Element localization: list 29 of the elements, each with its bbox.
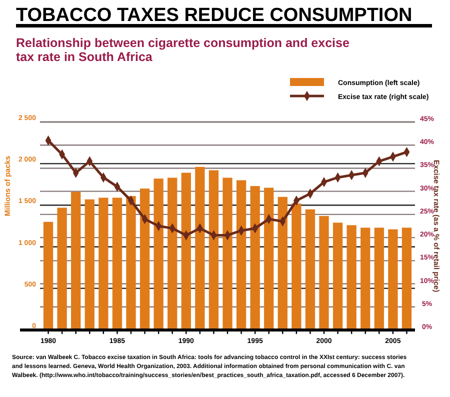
bar <box>346 225 356 330</box>
bar <box>126 196 136 330</box>
bar <box>140 188 150 330</box>
bar <box>112 198 122 330</box>
bar <box>98 198 108 330</box>
bar <box>332 222 343 330</box>
bar <box>402 228 412 330</box>
bar <box>319 216 329 330</box>
bar <box>250 186 260 330</box>
bar <box>195 166 205 330</box>
bar <box>292 204 302 330</box>
chart-subtitle: Relationship between cigarette consumption and excise tax rate in South Africa <box>16 36 350 64</box>
bar <box>181 172 191 330</box>
bar <box>43 222 54 330</box>
bar <box>71 192 81 330</box>
bar <box>388 229 398 330</box>
bar <box>84 199 94 330</box>
bar <box>168 178 178 330</box>
bar <box>374 228 384 330</box>
bar <box>360 228 370 330</box>
bar <box>154 178 164 330</box>
bar <box>236 180 246 330</box>
bar <box>278 196 288 330</box>
bar <box>264 188 274 330</box>
bar <box>222 178 232 330</box>
bar <box>208 170 219 330</box>
bar <box>57 208 67 330</box>
chart-title: TOBACCO TAXES REDUCE CONSUMPTION <box>16 5 412 26</box>
bar <box>305 209 316 330</box>
